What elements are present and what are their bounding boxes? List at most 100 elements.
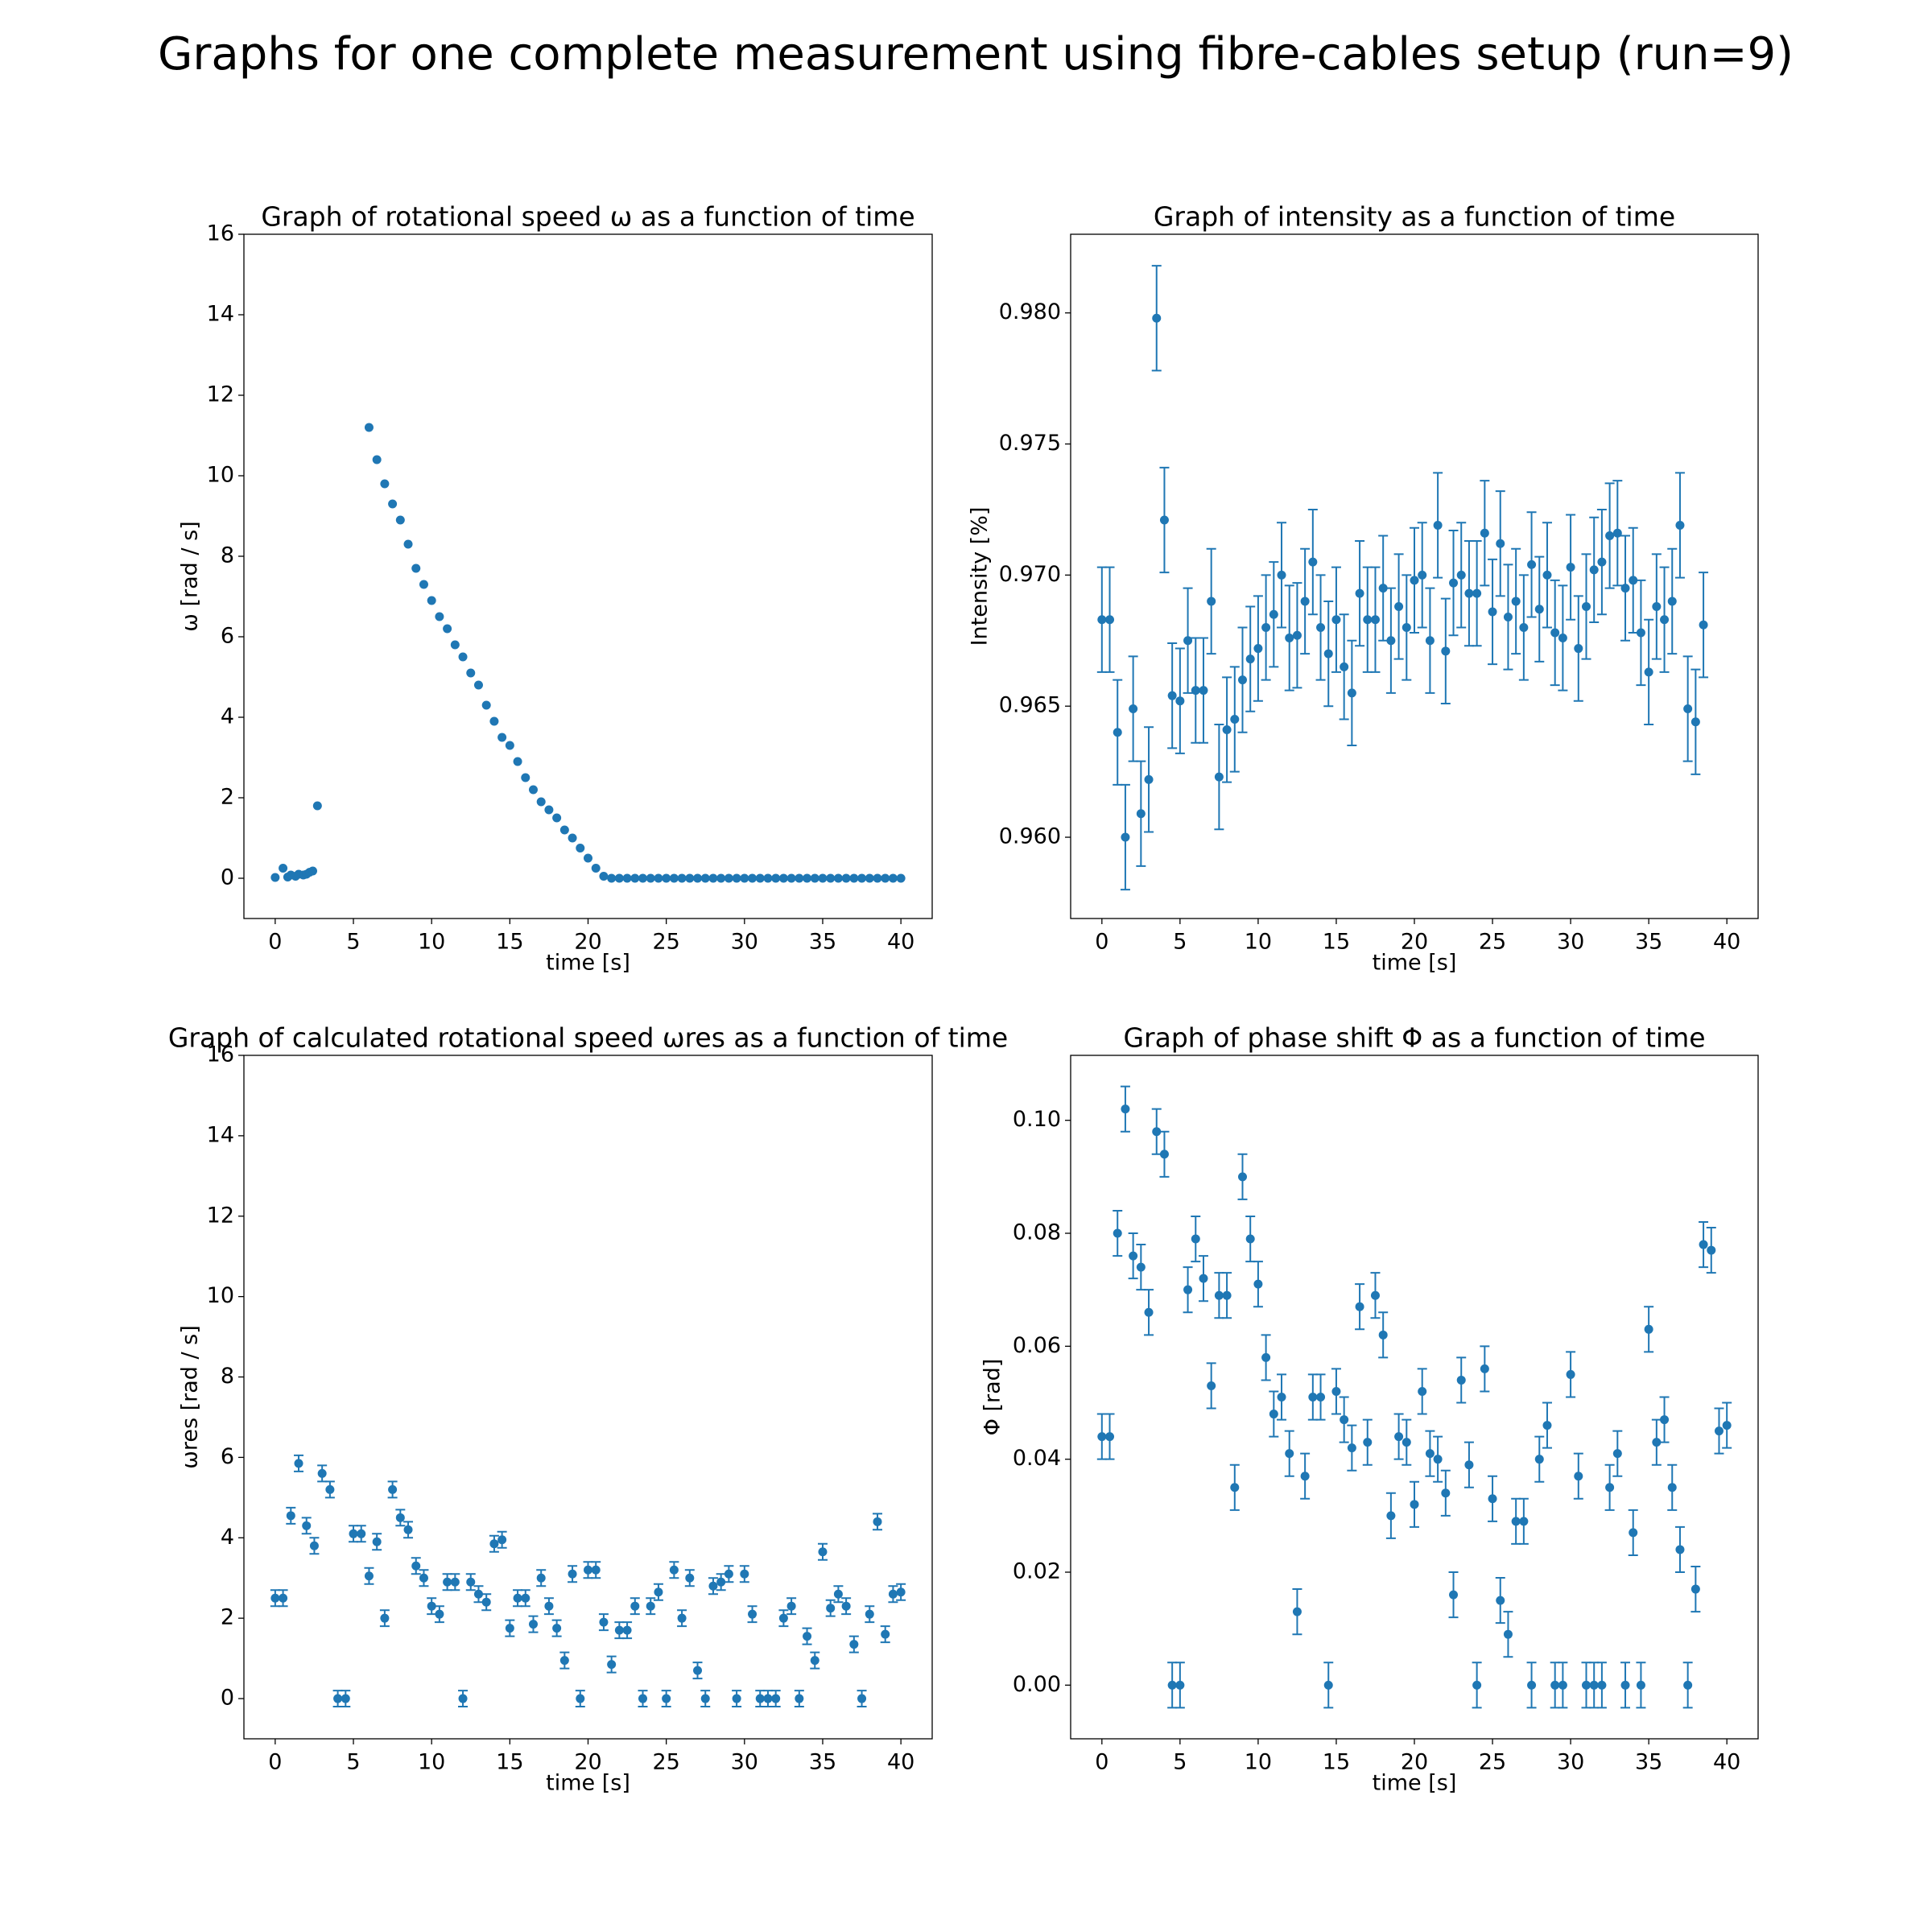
x-tick-label: 20	[574, 1750, 601, 1775]
y-tick-label: 0.980	[999, 299, 1061, 324]
y-tick-label: 0	[221, 1686, 234, 1711]
data-point	[786, 1601, 796, 1611]
data-point	[341, 1694, 350, 1703]
data-point	[1566, 563, 1575, 572]
data-point	[693, 873, 703, 883]
x-tick-label: 25	[652, 930, 679, 955]
data-point	[1316, 1393, 1326, 1402]
data-point	[857, 873, 867, 883]
data-point	[1464, 1460, 1474, 1470]
data-point	[419, 580, 428, 589]
data-point	[1534, 605, 1544, 614]
axes-frame	[1070, 233, 1759, 919]
data-point	[732, 1694, 741, 1703]
data-point	[1121, 832, 1130, 842]
data-point	[528, 1620, 538, 1629]
data-point	[622, 873, 632, 883]
y-axis-label: Intensity [%]	[968, 507, 993, 646]
data-point	[1214, 772, 1224, 782]
data-point	[795, 873, 804, 883]
data-point	[1496, 539, 1505, 548]
x-tick-label: 0	[1095, 1750, 1108, 1775]
data-point	[1488, 607, 1497, 617]
subplot-title: Graph of rotational speed ω as a functio…	[261, 201, 914, 233]
data-point	[677, 873, 687, 883]
data-point	[427, 1601, 436, 1611]
data-point	[803, 1632, 812, 1641]
data-point	[1331, 1386, 1341, 1396]
data-point	[810, 1656, 819, 1666]
data-point	[309, 1541, 319, 1550]
data-point	[411, 1561, 421, 1571]
data-point	[559, 825, 569, 835]
data-point	[1519, 1517, 1529, 1526]
data-point	[1542, 1421, 1552, 1430]
data-point	[1355, 588, 1364, 598]
data-point	[1331, 615, 1341, 625]
data-point	[1418, 570, 1427, 580]
data-point	[584, 853, 592, 863]
data-point	[286, 1511, 295, 1521]
x-axis-label: time [s]	[1373, 1771, 1457, 1796]
x-tick-label: 30	[731, 1750, 758, 1775]
x-tick-label: 10	[1245, 1750, 1272, 1775]
data-point	[716, 1577, 726, 1587]
y-tick-label: 12	[207, 1203, 234, 1228]
data-point	[849, 873, 859, 883]
data-point	[419, 1573, 428, 1583]
data-point	[732, 873, 741, 883]
data-point	[1597, 1680, 1607, 1690]
data-point	[1675, 1545, 1685, 1554]
data-point	[1550, 1680, 1560, 1690]
data-point	[1136, 809, 1146, 819]
data-point	[380, 1613, 390, 1623]
data-point	[552, 813, 562, 823]
x-tick-label: 20	[1401, 930, 1428, 955]
data-point	[669, 873, 679, 883]
data-point	[1222, 725, 1232, 735]
data-point	[1496, 1596, 1505, 1605]
data-point	[1105, 615, 1115, 625]
data-point	[308, 866, 317, 876]
y-tick-label: 6	[221, 1444, 234, 1469]
data-point	[1449, 578, 1459, 588]
data-point	[279, 1593, 288, 1603]
data-point	[1456, 1375, 1466, 1385]
data-point	[357, 1529, 366, 1538]
data-point	[708, 1581, 718, 1591]
data-point	[505, 1624, 514, 1633]
data-point	[1355, 1302, 1364, 1311]
data-point	[349, 1529, 358, 1538]
data-point	[1707, 1245, 1716, 1255]
data-point	[1441, 646, 1451, 656]
data-point	[1527, 559, 1537, 569]
data-point	[1519, 623, 1529, 633]
data-point	[388, 1484, 398, 1494]
data-point	[270, 873, 280, 882]
data-point	[896, 873, 906, 883]
axes-frame	[1070, 1055, 1759, 1740]
data-point	[1222, 1290, 1232, 1300]
data-point	[763, 1694, 773, 1703]
data-point	[1534, 1455, 1544, 1464]
data-point	[1582, 601, 1591, 611]
data-point	[513, 757, 522, 766]
data-point	[1582, 1680, 1591, 1690]
data-point	[1503, 1629, 1513, 1639]
data-point	[1097, 615, 1107, 625]
data-point	[1574, 644, 1583, 654]
data-point	[888, 1589, 898, 1599]
data-point	[1558, 1680, 1567, 1690]
data-point	[1121, 1104, 1130, 1114]
data-point	[685, 873, 695, 883]
data-point	[755, 873, 765, 883]
data-point	[380, 479, 390, 489]
data-point	[544, 1601, 554, 1611]
data-point	[716, 873, 726, 883]
data-point	[1363, 1438, 1373, 1447]
data-point	[489, 716, 499, 726]
data-point	[1589, 1680, 1599, 1690]
data-point	[599, 1617, 609, 1627]
